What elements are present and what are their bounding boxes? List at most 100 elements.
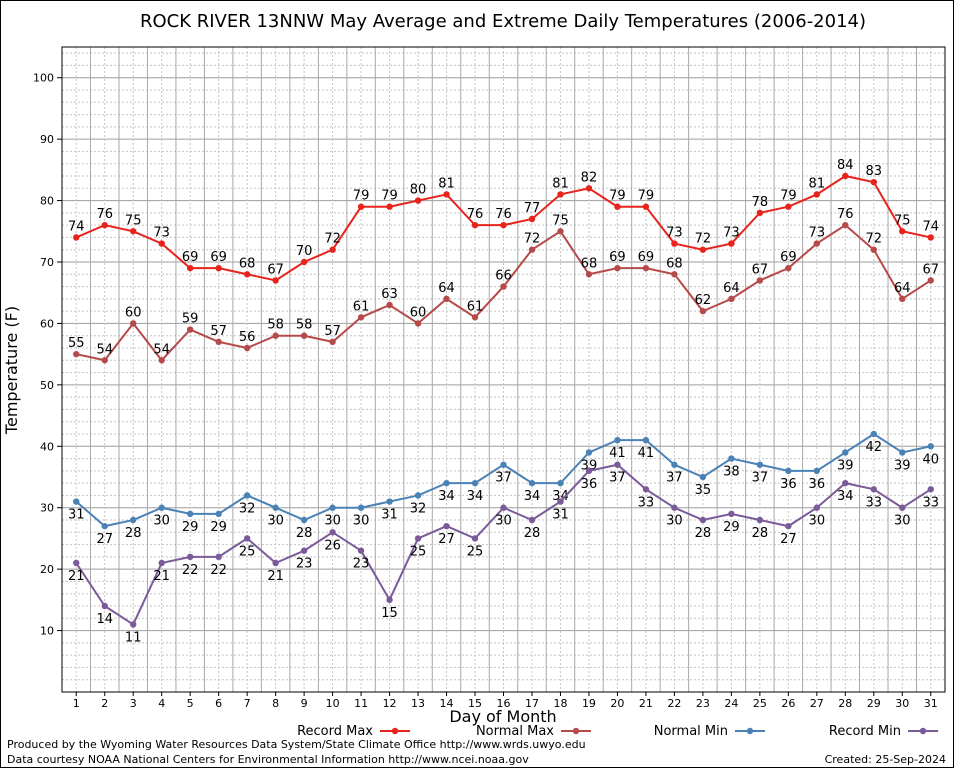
normal-min-point [101,522,108,530]
record-max-point [528,215,536,223]
record-max-data-label: 77 [524,201,541,216]
record-max-point [386,203,393,210]
normal-max-data-label: 68 [666,256,683,271]
record-max-data-label: 83 [866,164,883,179]
legend-item-normal-max: Normal Max [476,724,591,739]
normal-min-data-label: 27 [96,532,113,547]
record-max-data-label: 79 [780,189,797,204]
normal-max-data-label: 69 [609,250,626,265]
normal-max-point [870,246,877,253]
normal-max-data-label: 63 [381,287,398,302]
record-min-data-label: 21 [267,569,284,584]
normal-min-point [813,467,821,475]
record-max-data-label: 81 [809,176,826,191]
record-min-point [785,522,792,530]
record-max-data-label: 73 [723,226,740,241]
record-max-data-label: 73 [666,226,683,241]
record-min-point [842,479,849,487]
legend-swatch-marker [572,727,580,735]
normal-min-point [386,498,393,505]
x-tick-label: 15 [468,697,482,710]
normal-max-data-label: 75 [552,213,569,228]
normal-max-point [671,271,678,278]
normal-min-point [842,449,849,456]
record-min-data-label: 33 [922,495,939,510]
normal-max-data-label: 64 [438,281,455,296]
record-min-data-label: 11 [125,630,142,645]
normal-min-data-label: 34 [438,489,455,504]
normal-max-data-label: 56 [239,330,256,345]
x-tick-label: 20 [610,697,624,710]
record-max-data-label: 79 [609,189,626,204]
x-tick-label: 10 [326,697,340,710]
legend-item-record-max: Record Max [297,724,410,739]
normal-max-point [756,277,764,284]
record-max-point [186,264,194,272]
record-min-point [899,504,906,511]
normal-max-point [557,228,564,235]
y-tick-label: 60 [40,317,54,330]
normal-min-point [785,467,792,475]
record-min-data-label: 22 [210,563,227,578]
chart-title: ROCK RIVER 13NNW May Average and Extreme… [140,11,866,32]
record-min-point [414,535,422,542]
normal-min-data-label: 34 [524,489,541,504]
record-min-point [357,547,365,554]
normal-max-data-label: 61 [467,299,484,314]
normal-min-point [585,449,593,456]
normal-max-data-label: 54 [153,342,170,357]
record-max-point [500,221,507,229]
record-min-data-label: 27 [780,532,797,547]
record-min-data-label: 22 [182,563,199,578]
normal-max-data-label: 67 [752,262,769,277]
x-tick-label: 6 [215,697,222,710]
normal-min-data-label: 34 [467,489,484,504]
record-max-point [101,221,108,229]
record-max-data-label: 78 [752,195,769,210]
record-min-point [642,486,650,493]
footer-created-date: Created: 25-Sep-2024 [824,753,946,766]
normal-max-point [73,350,80,358]
normal-min-data-label: 37 [752,471,769,486]
normal-min-point [158,504,165,511]
x-tick-label: 14 [440,697,454,710]
normal-min-point [927,443,934,450]
normal-max-data-label: 69 [780,250,797,265]
normal-min-point [699,473,707,481]
record-min-data-label: 21 [153,569,170,584]
y-tick-label: 10 [40,625,54,638]
normal-max-data-label: 60 [410,305,427,320]
normal-max-point [728,295,735,303]
normal-min-data-label: 30 [153,514,170,529]
normal-min-data-label: 40 [922,452,939,467]
normal-max-data-label: 57 [324,324,341,339]
legend-item-record-min: Record Min [829,724,938,739]
normal-max-point [842,221,849,229]
x-tick-label: 5 [187,697,194,710]
normal-max-data-label: 73 [809,226,826,241]
record-min-data-label: 28 [752,526,769,541]
x-tick-label: 26 [781,697,795,710]
normal-max-data-label: 66 [495,269,512,284]
record-max-point [557,191,564,198]
y-tick-label: 40 [40,440,54,453]
normal-min-data-label: 30 [324,514,341,529]
record-max-point [699,246,707,253]
normal-min-point [272,504,279,511]
normal-min-data-label: 41 [609,446,626,461]
x-tick-label: 8 [272,697,279,710]
record-min-data-label: 33 [866,495,883,510]
record-min-point [500,504,507,511]
x-tick-label: 24 [724,697,738,710]
record-min-data-label: 23 [353,557,370,572]
record-min-data-label: 25 [467,544,484,559]
x-tick-label: 9 [301,697,308,710]
record-max-data-label: 73 [153,226,170,241]
record-max-data-label: 76 [467,207,484,222]
normal-max-point [386,301,393,309]
record-min-data-label: 28 [695,526,712,541]
legend-label: Normal Min [654,724,728,739]
record-max-point [614,203,621,210]
record-max-point [73,234,80,241]
